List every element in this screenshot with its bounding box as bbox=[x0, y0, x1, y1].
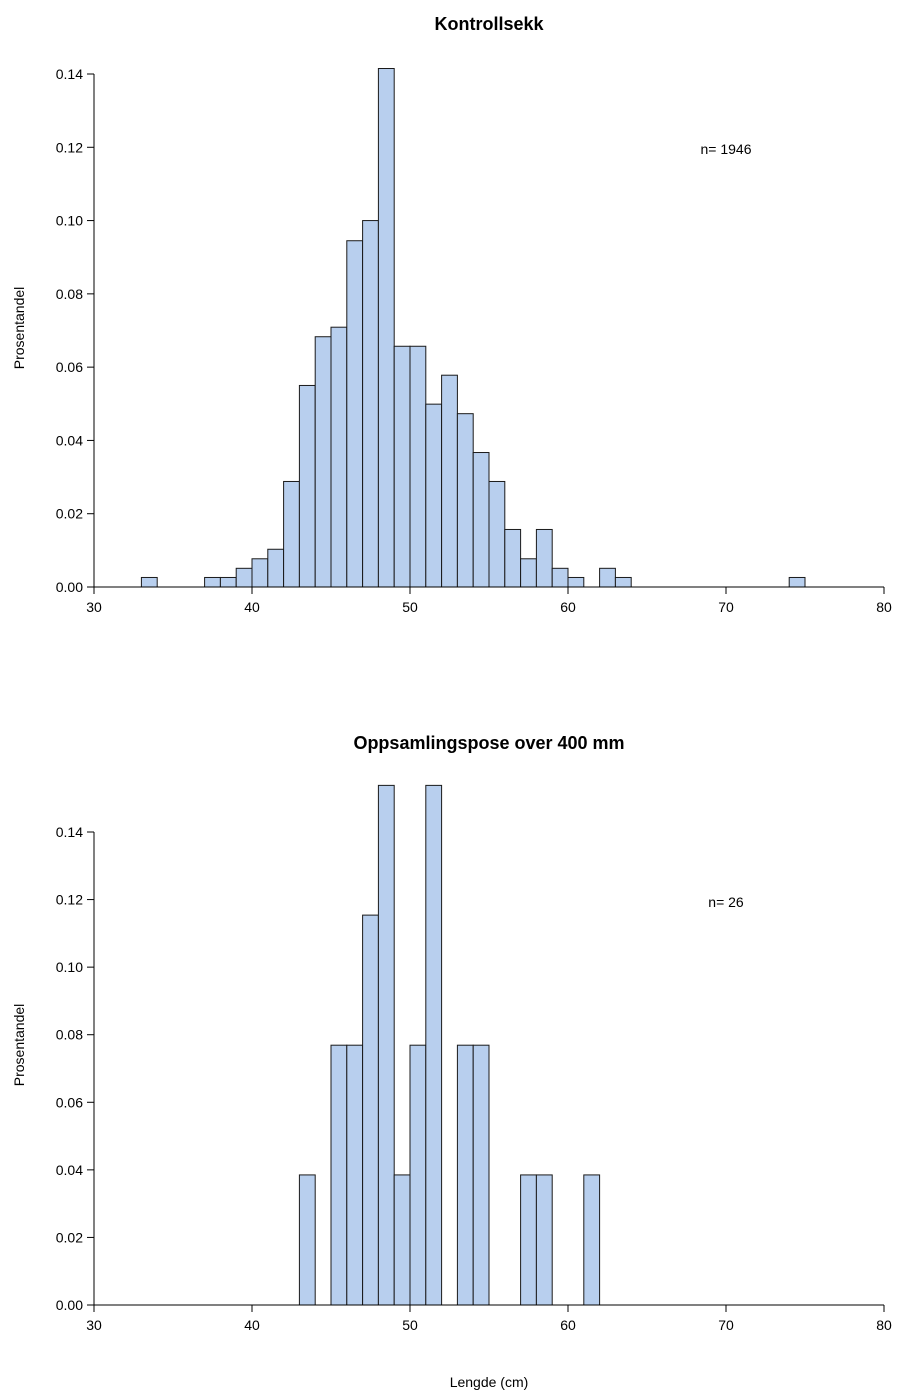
x-tick-label: 30 bbox=[86, 1317, 102, 1333]
histogram-bar bbox=[535, 1174, 553, 1306]
x-tick-label: 70 bbox=[718, 1317, 734, 1333]
histogram-bar bbox=[425, 784, 443, 1306]
y-tick-label: 0.10 bbox=[56, 959, 83, 975]
chart-kontrollsekk: Kontrollsekk n= 1946 Prosentandel 30 40 50… bbox=[11, 14, 892, 615]
histogram-bar bbox=[488, 480, 506, 588]
histogram-bar bbox=[567, 576, 585, 588]
x-tick-label: 40 bbox=[244, 1317, 260, 1333]
y-axis: 0.00 0.02 0.04 0.06 0.08 0.10 0.12 0.14 bbox=[56, 66, 95, 595]
x-tick-label: 80 bbox=[876, 599, 892, 615]
y-tick-label: 0.00 bbox=[56, 579, 83, 595]
chart-oppsamlingspose: Oppsamlingspose over 400 mm n= 26 Prosen… bbox=[11, 733, 892, 1390]
y-axis-label: Prosentandel bbox=[11, 1004, 27, 1087]
histogram-bar bbox=[377, 784, 395, 1306]
y-tick-label: 0.08 bbox=[56, 286, 83, 302]
histogram-bar bbox=[330, 1044, 348, 1306]
chart-title: Oppsamlingspose over 400 mm bbox=[353, 733, 624, 753]
x-tick-label: 50 bbox=[402, 599, 418, 615]
histogram-bar bbox=[425, 403, 443, 588]
y-tick-label: 0.14 bbox=[56, 66, 83, 82]
histogram-bar bbox=[504, 528, 522, 588]
histogram-bar bbox=[298, 384, 316, 588]
y-tick-label: 0.04 bbox=[56, 1162, 83, 1178]
histogram-bar bbox=[441, 374, 458, 588]
x-tick-label: 60 bbox=[560, 1317, 576, 1333]
y-axis: 0.00 0.02 0.04 0.06 0.08 0.10 0.12 0.14 bbox=[56, 824, 95, 1313]
histogram-bar bbox=[377, 68, 395, 588]
histogram-bar bbox=[204, 576, 221, 588]
bars bbox=[298, 784, 601, 1306]
histogram-bar bbox=[456, 413, 474, 588]
histogram-bar bbox=[346, 240, 364, 588]
x-axis: 30 40 50 60 70 80 bbox=[86, 1304, 892, 1333]
y-axis-label: Prosentandel bbox=[11, 287, 27, 370]
histogram-bar bbox=[330, 326, 348, 588]
x-tick-label: 80 bbox=[876, 1317, 892, 1333]
sample-size-annotation: n= 26 bbox=[708, 894, 744, 910]
histogram-bar bbox=[788, 576, 806, 588]
y-tick-label: 0.02 bbox=[56, 506, 83, 522]
x-tick-label: 70 bbox=[718, 599, 734, 615]
x-tick-label: 60 bbox=[560, 599, 576, 615]
histogram-bar bbox=[551, 567, 569, 588]
x-tick-label: 50 bbox=[402, 1317, 418, 1333]
y-tick-label: 0.08 bbox=[56, 1027, 83, 1043]
histogram-bar bbox=[298, 1174, 316, 1306]
histogram-bar bbox=[362, 914, 379, 1306]
y-tick-label: 0.14 bbox=[56, 824, 83, 840]
histogram-bar bbox=[362, 220, 379, 588]
histogram-bar bbox=[219, 576, 237, 588]
x-axis-label: Lengde (cm) bbox=[450, 1374, 529, 1390]
histogram-bar bbox=[409, 1044, 427, 1306]
histogram-bar bbox=[583, 1174, 601, 1306]
y-tick-label: 0.02 bbox=[56, 1229, 83, 1245]
histogram-bar bbox=[267, 548, 285, 588]
histogram-bar bbox=[472, 452, 490, 588]
histogram-bar bbox=[520, 1174, 537, 1306]
x-tick-label: 40 bbox=[244, 599, 260, 615]
histogram-bar bbox=[409, 345, 427, 588]
y-tick-label: 0.12 bbox=[56, 892, 83, 908]
histogram-bar bbox=[235, 567, 253, 588]
histogram-bar bbox=[456, 1044, 474, 1306]
histogram-bar bbox=[472, 1044, 490, 1306]
sample-size-annotation: n= 1946 bbox=[701, 141, 752, 157]
y-tick-label: 0.12 bbox=[56, 139, 83, 155]
y-tick-label: 0.06 bbox=[56, 1094, 83, 1110]
histogram-bar bbox=[251, 558, 269, 588]
histogram-bar bbox=[614, 576, 632, 588]
histogram-bar bbox=[520, 558, 537, 588]
histogram-bar bbox=[535, 528, 553, 588]
histogram-bar bbox=[599, 567, 616, 588]
chart-title: Kontrollsekk bbox=[434, 14, 544, 34]
y-tick-label: 0.06 bbox=[56, 359, 83, 375]
histogram-bar bbox=[393, 1174, 411, 1306]
histogram-bar bbox=[393, 345, 411, 588]
histogram-bar bbox=[283, 480, 300, 588]
y-tick-label: 0.00 bbox=[56, 1297, 83, 1313]
histogram-bar bbox=[346, 1044, 364, 1306]
histogram-bar bbox=[140, 576, 158, 588]
y-tick-label: 0.10 bbox=[56, 213, 83, 229]
x-axis: 30 40 50 60 70 80 bbox=[86, 586, 892, 615]
y-tick-label: 0.04 bbox=[56, 432, 83, 448]
x-tick-label: 30 bbox=[86, 599, 102, 615]
histogram-bar bbox=[314, 336, 332, 588]
